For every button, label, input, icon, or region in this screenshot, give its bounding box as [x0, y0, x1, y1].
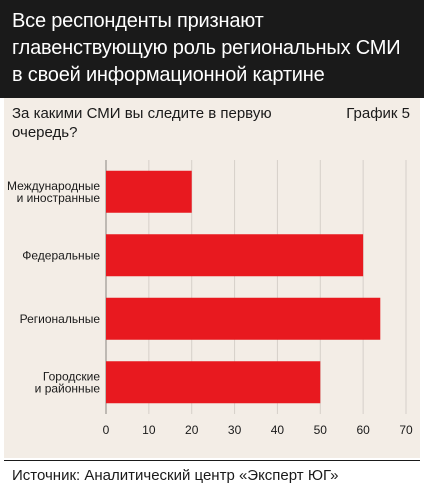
x-tick-label: 10: [142, 423, 156, 437]
category-label-line: Региональные: [20, 312, 101, 326]
chart-number: График 5: [346, 105, 410, 122]
category-label-line: Международные: [7, 179, 100, 193]
x-tick-label: 20: [185, 423, 199, 437]
headline: Все респонденты признают главенствующую …: [12, 10, 401, 86]
category-label-line: Федеральные: [22, 248, 100, 262]
x-tick-label: 70: [399, 423, 413, 437]
bar: [106, 170, 192, 213]
category-label-line: и иностранные: [17, 191, 101, 205]
bar: [106, 361, 321, 404]
bar: [106, 234, 364, 277]
category-label: Региональные: [20, 312, 101, 326]
footer-divider: [4, 460, 420, 461]
category-label: Городские и районные: [35, 369, 101, 395]
chart-question: За какими СМИ вы следите в первую очеред…: [12, 105, 272, 141]
category-label: Федеральные: [22, 248, 100, 262]
category-label-line: Городские: [43, 369, 100, 383]
header-band: Все респонденты признают главенствующую …: [0, 0, 424, 98]
category-label-line: и районные: [35, 381, 101, 395]
bar: [106, 297, 381, 340]
source-note: Источник: Аналитический центр «Эксперт Ю…: [12, 467, 339, 484]
x-tick-label: 30: [228, 423, 242, 437]
x-tick-label: 50: [314, 423, 328, 437]
category-label: Международные и иностранные: [7, 179, 100, 205]
x-tick-label: 40: [271, 423, 285, 437]
x-tick-label: 0: [103, 423, 110, 437]
x-tick-label: 60: [356, 423, 370, 437]
bar-chart: 0 10 20 30 40 50 60 70 Международные и иностранны…: [7, 160, 413, 437]
